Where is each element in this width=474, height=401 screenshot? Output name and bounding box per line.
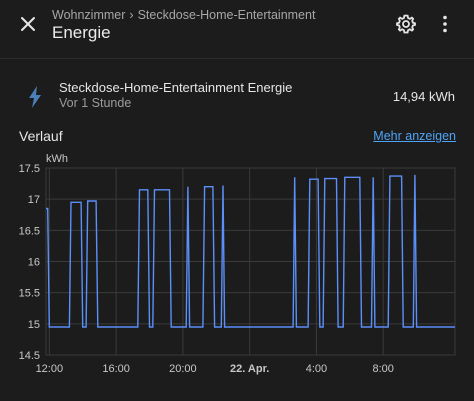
show-more-link[interactable]: Mehr anzeigen (373, 129, 456, 143)
energy-series-line (46, 174, 455, 328)
close-button[interactable] (14, 10, 42, 38)
breadcrumb-device: Steckdose-Home-Entertainment (137, 8, 316, 22)
lightning-bolt-icon (29, 86, 41, 108)
page-title: Energie (52, 23, 111, 42)
x-tick-label: 12:00 (36, 363, 64, 375)
x-tick-label: 22. Apr. (230, 363, 269, 375)
x-tick-label: 16:00 (102, 363, 130, 375)
dots-vertical-icon (443, 15, 447, 33)
x-tick-label: 20:00 (169, 363, 197, 375)
history-title: Verlauf (19, 128, 63, 144)
y-tick-label: 16.5 (19, 225, 40, 237)
energy-history-chart[interactable]: kWh 17.5 17 16.5 16 15.5 15 14.5 12:00 16:00 20:… (0, 148, 474, 378)
y-axis-unit: kWh (46, 153, 68, 165)
gear-icon (396, 14, 416, 34)
x-tick-label: 4:00 (306, 363, 327, 375)
settings-button[interactable] (394, 12, 418, 36)
header-divider (0, 58, 474, 59)
entity-name: Steckdose-Home-Entertainment Energie (59, 80, 293, 95)
y-tick-label: 17 (28, 194, 40, 206)
top-app-bar: Wohnzimmer › Steckdose-Home-Entertainment … (0, 0, 474, 58)
entity-last-changed: Vor 1 Stunde (59, 96, 132, 110)
y-tick-label: 17.5 (19, 163, 40, 175)
breadcrumb-area: Wohnzimmer (52, 8, 126, 22)
x-axis-ticks: 12:00 16:00 20:00 22. Apr. 4:00 8:00 (36, 363, 394, 375)
y-tick-label: 15 (28, 319, 40, 331)
y-tick-label: 16 (28, 257, 40, 269)
breadcrumb: Wohnzimmer › Steckdose-Home-Entertainment (52, 8, 315, 22)
x-tick-label: 8:00 (373, 363, 394, 375)
y-axis-ticks: 17.5 17 16.5 16 15.5 15 14.5 (19, 163, 40, 362)
breadcrumb-separator: › (129, 8, 134, 22)
close-icon (21, 17, 35, 31)
y-tick-label: 14.5 (19, 350, 40, 362)
more-options-button[interactable] (436, 12, 454, 36)
entity-value: 14,94 kWh (392, 89, 455, 104)
y-tick-label: 15.5 (19, 288, 40, 300)
